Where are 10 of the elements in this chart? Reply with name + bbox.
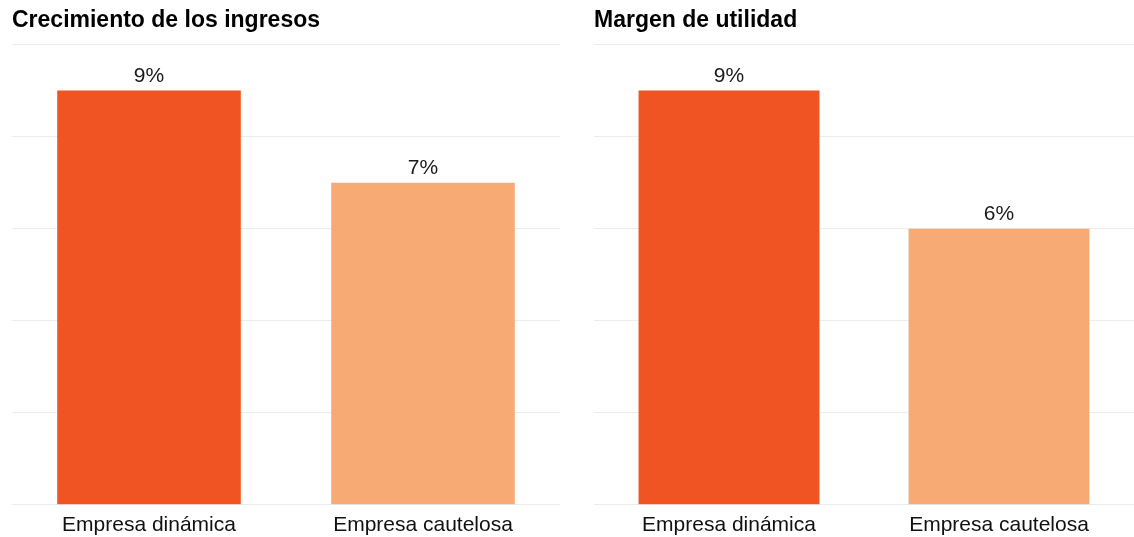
data-label: 9% [133, 62, 165, 86]
x-tick-label: Empresa dinámica [62, 512, 237, 536]
data-label: 6% [983, 200, 1015, 224]
x-tick-label: Empresa cautelosa [909, 512, 1090, 536]
x-tick-label: Empresa cautelosa [333, 512, 514, 536]
chart-title: Crecimiento de los ingresos [12, 6, 321, 33]
data-label: 7% [407, 154, 439, 178]
chart-title: Margen de utilidad [594, 6, 798, 33]
x-tick-label: Empresa dinámica [642, 512, 817, 536]
data-label: 9% [713, 62, 745, 86]
